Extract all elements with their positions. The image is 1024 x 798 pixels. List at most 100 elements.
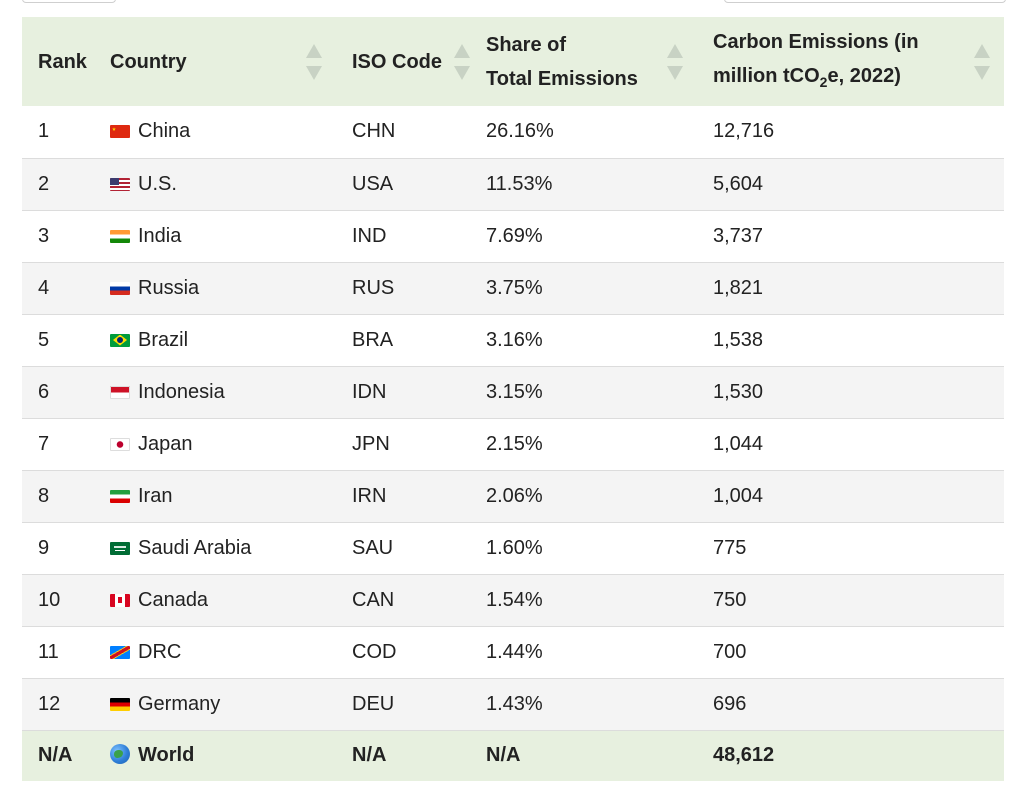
sort-arrows-icon[interactable] (306, 43, 322, 80)
iso-cell: SAU (352, 536, 394, 559)
iso-cell: JPN (352, 432, 390, 455)
country-name: DRC (138, 640, 182, 663)
table-row: 6 Indonesia IDN 3.15% 1,530 (22, 366, 1004, 418)
share-cell: 1.43% (486, 692, 543, 715)
table-row: 7 Japan JPN 2.15% 1,044 (22, 418, 1004, 470)
country-cell: Brazil (94, 314, 336, 366)
column-header-label: Carbon Emissions (in million tCO2e, 2022… (713, 25, 959, 99)
table-row: 4 Russia RUS 3.75% 1,821 (22, 262, 1004, 314)
country-name: Germany (138, 692, 221, 715)
iso-cell: COD (352, 640, 397, 663)
country-name: Saudi Arabia (138, 536, 252, 559)
flag-br-icon (110, 333, 130, 347)
column-header-label-line: e, 2022) (827, 64, 901, 87)
country-name: Canada (138, 588, 209, 611)
column-header-emissions[interactable]: Carbon Emissions (in million tCO2e, 2022… (697, 17, 1004, 106)
iso-cell: RUS (352, 276, 395, 299)
emissions-cell: 5,604 (713, 172, 764, 195)
flag-id-icon (110, 385, 130, 399)
share-cell: 1.54% (486, 588, 543, 611)
column-header-rank[interactable]: Rank (22, 17, 94, 106)
iso-cell: CAN (352, 588, 395, 611)
sort-arrows-icon[interactable] (454, 43, 470, 80)
flag-jp-icon (110, 437, 130, 451)
share-cell: 11.53% (486, 172, 553, 195)
rank-cell: 1 (38, 120, 50, 143)
share-cell: 7.69% (486, 224, 543, 247)
country-cell: U.S. (94, 158, 336, 210)
flag-cd-icon (110, 645, 130, 659)
country-name: Indonesia (138, 380, 225, 403)
table-row: 10 Canada CAN 1.54% 750 (22, 574, 1004, 626)
country-name: Iran (138, 484, 173, 507)
table-row: 2 U.S. USA 11.53% 5,604 (22, 158, 1004, 210)
flag-ru-icon (110, 281, 130, 295)
country-name: Japan (138, 432, 193, 455)
rank-cell: 11 (38, 640, 59, 663)
share-cell: 3.16% (486, 328, 543, 351)
table-header-row: Rank Country ISO Code Share of Total Emi… (22, 17, 1004, 106)
column-header-label: Rank (38, 50, 87, 73)
sort-arrows-icon[interactable] (667, 43, 683, 80)
column-header-label-line: Carbon Emissions (in (713, 30, 919, 53)
share-cell: 1.60% (486, 536, 543, 559)
flag-ir-icon (110, 489, 130, 503)
flag-sa-icon (110, 541, 130, 555)
iso-cell: IRN (352, 484, 387, 507)
search-input[interactable] (724, 0, 1006, 3)
emissions-cell: 1,821 (713, 276, 764, 299)
emissions-cell: 1,538 (713, 328, 764, 351)
column-header-label-line: Share of (486, 33, 567, 56)
iso-cell: USA (352, 172, 394, 195)
country-name: China (138, 120, 191, 143)
subscript: 2 (819, 73, 828, 90)
emissions-cell: 1,004 (713, 484, 764, 507)
page-length-select[interactable] (22, 0, 116, 3)
table-row: 3 India IND 7.69% 3,737 (22, 210, 1004, 262)
emissions-cell: 48,612 (713, 744, 775, 767)
rank-cell: 6 (38, 380, 50, 403)
country-cell: Saudi Arabia (94, 522, 336, 574)
emissions-cell: 750 (713, 588, 747, 611)
share-cell: 2.15% (486, 432, 543, 455)
share-cell: 3.75% (486, 276, 543, 299)
country-cell: Japan (94, 418, 336, 470)
column-header-country[interactable]: Country (94, 17, 336, 106)
rank-cell: 12 (38, 692, 61, 715)
rank-cell: 9 (38, 536, 50, 559)
flag-us-icon (110, 177, 130, 191)
rank-cell: 8 (38, 484, 50, 507)
rank-cell: 5 (38, 328, 50, 351)
flag-in-icon (110, 229, 130, 243)
country-cell: India (94, 210, 336, 262)
iso-cell: BRA (352, 328, 394, 351)
table-row: 5 Brazil BRA 3.16% 1,538 (22, 314, 1004, 366)
rank-cell: 10 (38, 588, 61, 611)
country-cell: China (94, 106, 336, 158)
share-cell: 1.44% (486, 640, 543, 663)
column-header-label-line: Total Emissions (486, 67, 638, 90)
iso-cell: CHN (352, 120, 396, 143)
country-cell: Germany (94, 678, 336, 730)
sort-arrows-icon[interactable] (974, 43, 990, 80)
country-cell: Indonesia (94, 366, 336, 418)
emissions-cell: 1,530 (713, 380, 764, 403)
total-row: N/A World N/A N/A 48,612 (22, 730, 1004, 781)
emissions-cell: 12,716 (713, 120, 775, 143)
country-name: Russia (138, 276, 200, 299)
country-name: Brazil (138, 328, 189, 351)
column-header-label-line: million tCO (713, 64, 820, 87)
rank-cell: 2 (38, 172, 50, 195)
emissions-cell: 700 (713, 640, 747, 663)
share-cell: N/A (486, 744, 521, 767)
emissions-cell: 1,044 (713, 432, 764, 455)
country-name: World (138, 744, 195, 767)
share-cell: 3.15% (486, 380, 543, 403)
column-header-share[interactable]: Share of Total Emissions (470, 17, 697, 106)
iso-cell: DEU (352, 692, 395, 715)
column-header-label: Country (110, 50, 187, 73)
iso-cell: IND (352, 224, 387, 247)
column-header-iso[interactable]: ISO Code (336, 17, 470, 106)
iso-cell: N/A (352, 744, 387, 767)
